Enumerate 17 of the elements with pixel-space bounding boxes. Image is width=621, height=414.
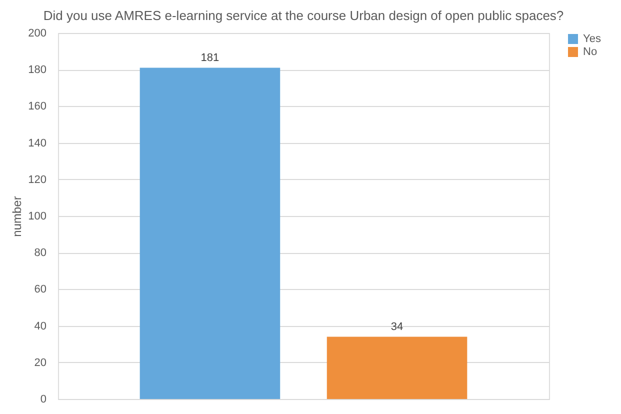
y-tick-label: 180: [28, 64, 46, 76]
y-tick-label: 100: [28, 210, 46, 222]
y-tick-label: 140: [28, 137, 46, 150]
chart-title: Did you use AMRES e-learning service at the course Urban design of open public spaces?: [43, 8, 564, 23]
y-tick-label: 80: [34, 247, 46, 260]
y-tick-label: 0: [40, 394, 46, 406]
data-label: 34: [390, 320, 404, 333]
y-axis-title: number: [10, 196, 24, 237]
y-tick-label: 40: [34, 320, 46, 332]
data-label: 181: [200, 52, 220, 64]
legend-label: Yes: [583, 33, 602, 45]
y-tick-label: 60: [34, 284, 46, 296]
y-tick-label: 200: [28, 28, 46, 40]
y-tick-label: 120: [28, 174, 46, 186]
y-tick-label: 20: [34, 356, 46, 369]
y-tick-label: 160: [28, 100, 46, 113]
legend-label: No: [583, 46, 598, 58]
